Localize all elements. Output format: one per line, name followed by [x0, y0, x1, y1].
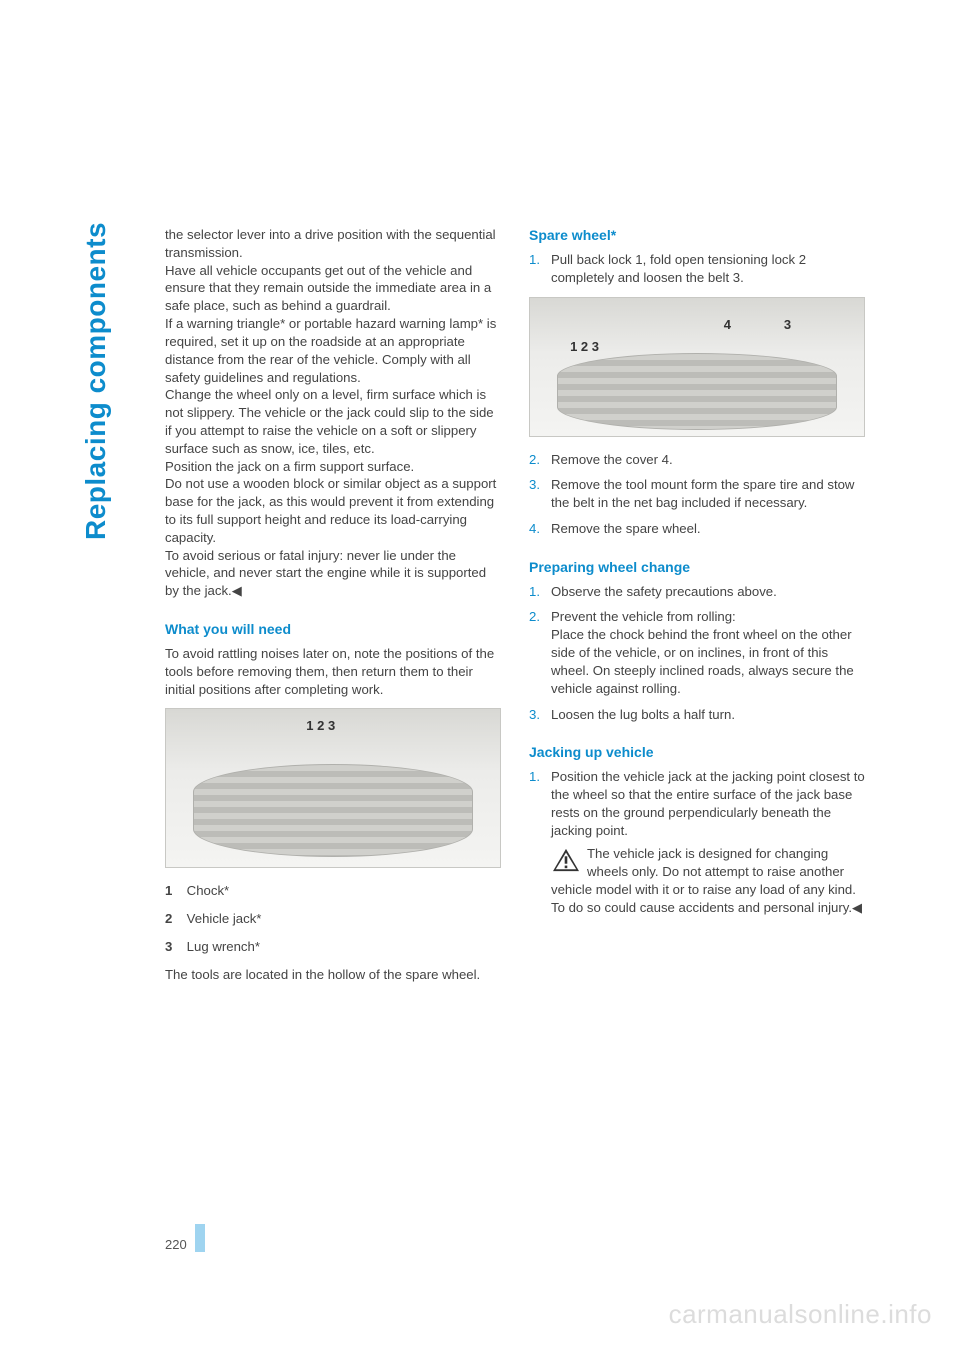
heading-preparing: Preparing wheel change	[529, 558, 865, 577]
figure-tire	[193, 764, 474, 857]
legend-label: Vehicle jack*	[187, 911, 262, 926]
legend-label: Lug wrench*	[187, 939, 260, 954]
warning-text: The vehicle jack is designed for changin…	[551, 846, 862, 914]
section-title: Replacing components	[80, 222, 112, 540]
figure-tire	[557, 353, 838, 430]
figure-label: 1 2 3	[306, 717, 335, 735]
figure-label: 4	[724, 316, 731, 334]
step-item: Remove the spare wheel.	[529, 520, 865, 538]
steps-spare-wheel: Pull back lock 1, fold open tensioning l…	[529, 251, 865, 287]
legend-num: 1	[165, 882, 183, 900]
step-item: Observe the safety precautions above.	[529, 583, 865, 601]
watermark: carmanualsonline.info	[669, 1299, 932, 1330]
step-item: Loosen the lug bolts a half turn.	[529, 706, 865, 724]
legend-num: 3	[165, 938, 183, 956]
steps-jacking: Position the vehicle jack at the jacking…	[529, 768, 865, 917]
right-column: Spare wheel* Pull back lock 1, fold open…	[529, 226, 865, 984]
legend-item: 2 Vehicle jack*	[165, 910, 501, 928]
body-text: Do not use a wooden block or similar obj…	[165, 475, 501, 546]
body-text: Change the wheel only on a level, firm s…	[165, 386, 501, 457]
step-item: Remove the tool mount form the spare tir…	[529, 476, 865, 512]
figure-tools: 1 2 3	[165, 708, 501, 868]
legend-item: 1 Chock*	[165, 882, 501, 900]
body-text: To avoid rattling noises later on, note …	[165, 645, 501, 698]
step-item: Pull back lock 1, fold open tensioning l…	[529, 251, 865, 287]
heading-what-you-need: What you will need	[165, 620, 501, 639]
page-number: 220	[165, 1237, 187, 1252]
left-column: the selector lever into a drive position…	[165, 226, 501, 984]
legend-label: Chock*	[187, 883, 230, 898]
legend-item: 3 Lug wrench*	[165, 938, 501, 956]
steps-preparing: Observe the safety precautions above. Pr…	[529, 583, 865, 724]
figure-label: 3	[784, 316, 791, 334]
page-indicator-bar	[195, 1224, 205, 1252]
heading-spare-wheel: Spare wheel*	[529, 226, 865, 245]
step-item: Remove the cover 4.	[529, 451, 865, 469]
figure-spare-wheel: 1 2 3 4 3	[529, 297, 865, 437]
step-item: Prevent the vehicle from rolling: Place …	[529, 608, 865, 697]
page-content: the selector lever into a drive position…	[165, 226, 865, 984]
warning-icon	[551, 847, 581, 873]
warning-box: The vehicle jack is designed for changin…	[551, 845, 865, 916]
heading-jacking: Jacking up vehicle	[529, 743, 865, 762]
legend-num: 2	[165, 910, 183, 928]
body-text: If a warning triangle* or portable hazar…	[165, 315, 501, 386]
body-text: The tools are located in the hollow of t…	[165, 966, 501, 984]
body-text: Position the jack on a firm support surf…	[165, 458, 501, 476]
step-text: Position the vehicle jack at the jacking…	[551, 769, 865, 837]
body-text: To avoid serious or fatal injury: never …	[165, 547, 501, 600]
body-text: Have all vehicle occupants get out of th…	[165, 262, 501, 315]
step-item: Position the vehicle jack at the jacking…	[529, 768, 865, 917]
page-footer: 220	[165, 1224, 205, 1252]
body-text: the selector lever into a drive position…	[165, 226, 501, 262]
steps-spare-wheel-cont: Remove the cover 4. Remove the tool moun…	[529, 451, 865, 538]
figure-label: 1 2 3	[570, 338, 599, 356]
